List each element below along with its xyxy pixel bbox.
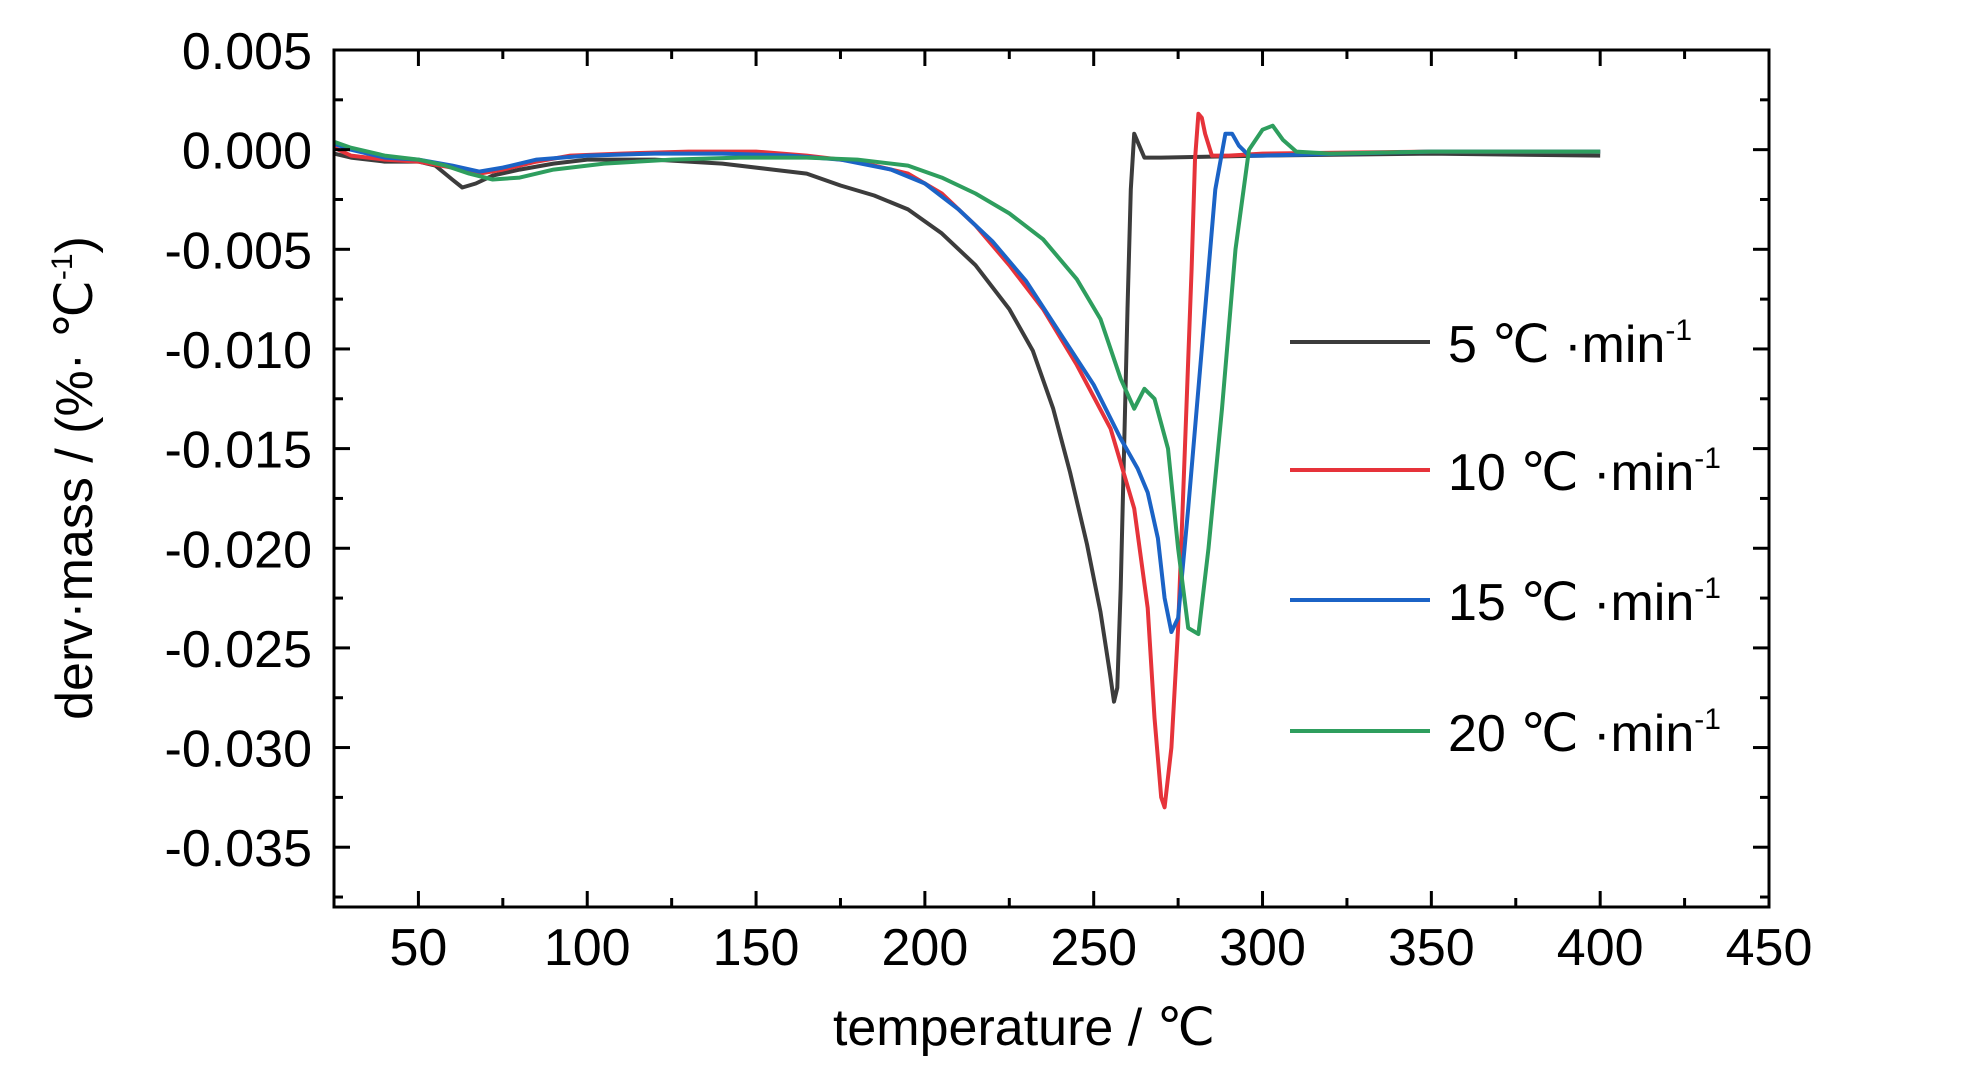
y-tick-label: -0.035	[165, 820, 312, 878]
legend-label-5: 5 ℃ ·min	[1448, 316, 1665, 374]
y-axis-title-main: derv·mass / (%· ℃	[46, 280, 104, 720]
x-tick-label: 150	[713, 919, 800, 977]
y-tick-label: 0.005	[182, 23, 312, 81]
x-axis-title: temperature / ℃	[833, 999, 1215, 1057]
x-tick-label: 250	[1050, 919, 1137, 977]
svg-text:20 ℃ ·min-1: 20 ℃ ·min-1	[1448, 703, 1721, 763]
x-tick-label: 200	[881, 919, 968, 977]
plot-frame	[332, 48, 1771, 909]
legend-label-10: 10 ℃ ·min	[1448, 444, 1694, 502]
svg-text:derv·mass / (%· ℃-1): derv·mass / (%· ℃-1)	[46, 236, 104, 720]
y-tick-label: 0.000	[182, 123, 312, 181]
tick-layer	[332, 48, 1771, 907]
svg-text:10 ℃ ·min-1: 10 ℃ ·min-1	[1448, 442, 1721, 502]
legend-sup-5: -1	[1665, 314, 1692, 347]
series-line-0	[333, 131, 1601, 704]
legend-item-5: 5 ℃ ·min-1	[1290, 314, 1692, 374]
y-tick-label: -0.010	[165, 322, 312, 380]
x-tick-label: 100	[544, 919, 631, 977]
legend: 5 ℃ ·min-1 10 ℃ ·min-1 15 ℃ ·min-1 20 ℃ …	[1290, 314, 1721, 763]
legend-sup-10: -1	[1694, 442, 1721, 475]
legend-item-20: 20 ℃ ·min-1	[1290, 703, 1721, 763]
y-tick-label: -0.005	[165, 222, 312, 280]
svg-text:15 ℃ ·min-1: 15 ℃ ·min-1	[1448, 572, 1721, 632]
y-tick-label: -0.030	[165, 721, 312, 779]
y-axis-title: derv·mass / (%· ℃-1)	[46, 236, 104, 720]
series-layer	[333, 111, 1601, 810]
x-tick-label: 400	[1557, 919, 1644, 977]
x-tick-label: 50	[389, 919, 447, 977]
y-tick-label: -0.015	[165, 422, 312, 480]
label-layer: 50 100 150 200 250 300 350 400 450 0.005 0.000 -0.0…	[165, 23, 1813, 977]
legend-sup-15: -1	[1694, 572, 1721, 605]
legend-sup-20: -1	[1694, 703, 1721, 736]
legend-label-20: 20 ℃ ·min	[1448, 705, 1694, 763]
series-line-2	[333, 131, 1601, 634]
x-tick-label: 450	[1726, 919, 1813, 977]
series-line-3	[333, 123, 1601, 636]
y-axis-title-sup: -1	[46, 253, 79, 280]
x-tick-label: 350	[1388, 919, 1475, 977]
svg-text:5 ℃ ·min-1: 5 ℃ ·min-1	[1448, 314, 1692, 374]
y-tick-label: -0.025	[165, 621, 312, 679]
legend-item-15: 15 ℃ ·min-1	[1290, 572, 1721, 632]
y-tick-label: -0.020	[165, 521, 312, 579]
legend-label-15: 15 ℃ ·min	[1448, 574, 1694, 632]
x-tick-label: 300	[1219, 919, 1306, 977]
legend-item-10: 10 ℃ ·min-1	[1290, 442, 1721, 502]
y-axis-title-close: )	[46, 236, 104, 253]
